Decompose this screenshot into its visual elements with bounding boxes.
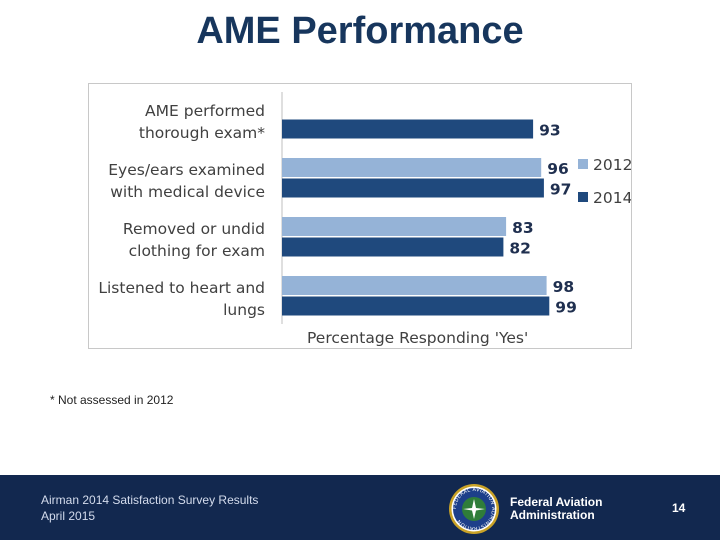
footer-bar: Airman 2014 Satisfaction Survey Results … [0,475,720,540]
category-label: thorough exam* [139,124,265,142]
footnote: * Not assessed in 2012 [50,393,174,407]
slide-title: AME Performance [196,10,524,52]
data-label: 99 [555,299,577,317]
legend-label-2014: 2014 [593,189,631,207]
agency-name-line1: Federal Aviation [510,495,603,509]
agency-name-line2: Administration [510,508,595,522]
bar-2014 [282,296,550,316]
survey-date: April 2015 [41,509,96,523]
category-label: clothing for exam [129,242,265,260]
bar-2014 [282,178,544,198]
page-number: 14 [672,501,686,515]
data-label: 96 [547,160,569,178]
bar-2012 [282,217,507,236]
category-label: with medical device [110,183,265,201]
data-label: 83 [512,219,534,237]
bar-chart: AME performed thorough exam* 93 Eyes/ears e… [98,92,631,347]
legend-label-2012: 2012 [593,156,631,174]
bar-2012 [282,158,542,177]
category-label: AME performed [145,102,265,120]
category-label: Eyes/ears examined [108,161,265,179]
x-axis-title: Percentage Responding 'Yes' [307,329,528,347]
category-label: Listened to heart and [98,279,265,297]
data-label: 93 [539,122,561,140]
category-label: Removed or undid [123,220,265,238]
legend-swatch-2012 [578,159,588,169]
chart-frame: AME performed thorough exam* 93 Eyes/ears e… [88,83,632,349]
faa-seal-logo: FEDERAL AVIATION ADMINISTRATION [449,484,499,534]
survey-title: Airman 2014 Satisfaction Survey Results [41,493,259,507]
category-label: lungs [223,301,265,319]
data-label: 98 [553,278,575,296]
agency-name: Federal Aviation Administration [510,496,602,522]
data-label: 97 [550,181,572,199]
data-label: 82 [509,240,531,258]
bar-2012 [282,276,547,295]
bar-2014 [282,237,504,257]
bar-2014 [282,119,534,139]
legend-swatch-2014 [578,192,588,202]
